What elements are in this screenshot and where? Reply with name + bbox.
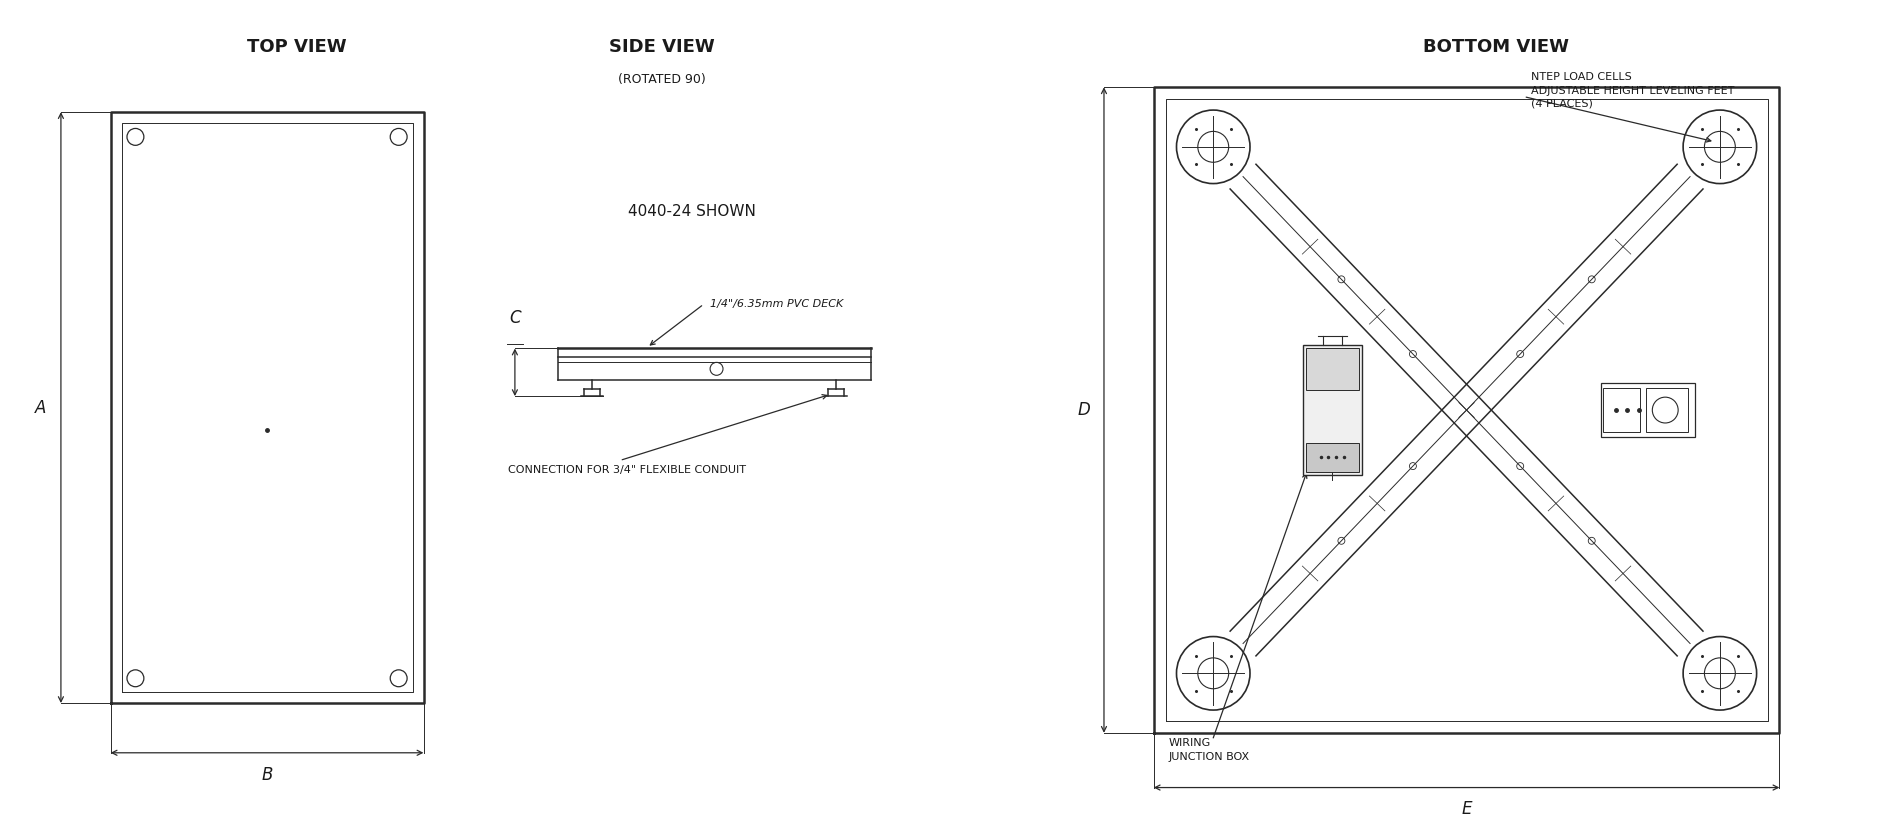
Bar (1647, 388, 1687, 432)
Text: (ROTATED 90): (ROTATED 90) (618, 73, 705, 86)
Bar (1303, 345, 1362, 475)
Text: A: A (36, 399, 48, 417)
Bar (1604, 388, 1640, 432)
Text: CONNECTION FOR 3/4" FLEXIBLE CONDUIT: CONNECTION FOR 3/4" FLEXIBLE CONDUIT (507, 465, 747, 475)
Bar (1600, 383, 1695, 437)
Text: E: E (1461, 801, 1473, 818)
Text: BOTTOM VIEW: BOTTOM VIEW (1423, 39, 1569, 56)
Text: NTEP LOAD CELLS
ADJUSTABLE HEIGHT LEVELING FEET
(4 PLACES): NTEP LOAD CELLS ADJUSTABLE HEIGHT LEVELI… (1531, 72, 1735, 108)
Text: D: D (1077, 401, 1091, 419)
Bar (1305, 349, 1358, 390)
Text: TOP VIEW: TOP VIEW (247, 39, 346, 56)
Text: B: B (262, 765, 274, 784)
Bar (1305, 444, 1358, 471)
Text: WIRING
JUNCTION BOX: WIRING JUNCTION BOX (1168, 738, 1250, 762)
Text: SIDE VIEW: SIDE VIEW (610, 39, 714, 56)
Text: C: C (509, 308, 521, 327)
Text: 1/4"/6.35mm PVC DECK: 1/4"/6.35mm PVC DECK (709, 299, 844, 309)
Text: 4040-24 SHOWN: 4040-24 SHOWN (627, 204, 756, 219)
